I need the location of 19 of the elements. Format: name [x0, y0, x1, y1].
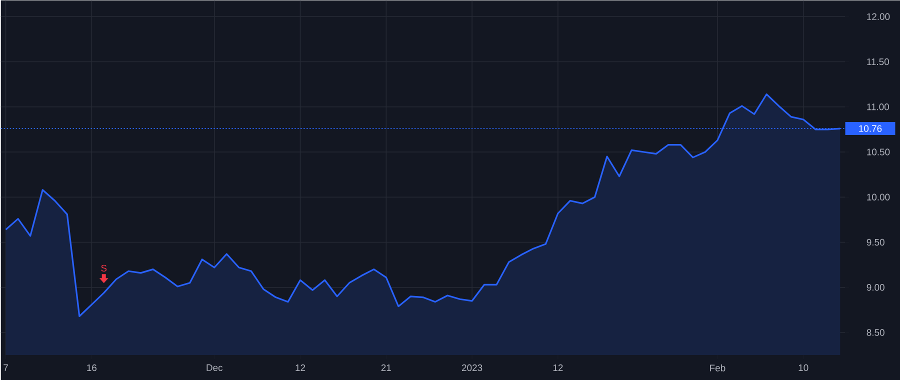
x-tick-label: 10 — [798, 364, 808, 372]
x-tick-label: 7 — [4, 364, 8, 371]
x-tick-label: 12 — [296, 364, 306, 371]
ref-line-label: 10.76 — [859, 125, 882, 132]
x-tick-label: Feb — [710, 364, 726, 372]
y-tick-label: 8.50 — [866, 329, 884, 336]
x-tick-label: 21 — [381, 364, 391, 371]
x-tick-label: Dec — [206, 364, 223, 371]
y-tick-label: 11.00 — [867, 104, 889, 110]
x-tick-label: 2023 — [462, 364, 482, 372]
y-tick-label: 12.00 — [867, 13, 890, 20]
x-tick-label: 12 — [553, 364, 563, 371]
x-tick-label: 16 — [87, 364, 97, 372]
y-tick-label: 10.50 — [867, 148, 890, 156]
y-tick-label: 10.00 — [867, 194, 890, 200]
y-tick-label: 9.50 — [866, 238, 884, 246]
annotation: S — [101, 264, 107, 272]
y-tick-label: 9.00 — [866, 284, 884, 291]
y-tick-label: 11.50 — [867, 58, 889, 66]
